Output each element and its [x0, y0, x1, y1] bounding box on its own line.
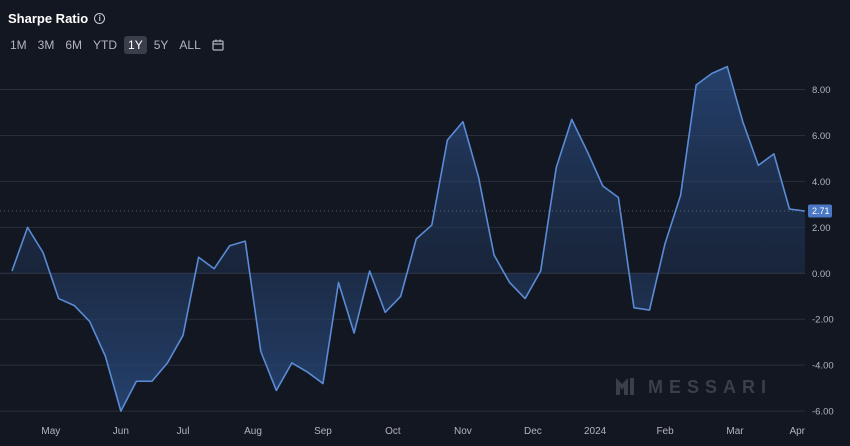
watermark-logo-icon — [616, 378, 634, 395]
y-axis-ticks: -6.00 -4.00 -2.00 0.00 2.00 4.00 6.00 8.00 — [812, 85, 834, 418]
sharpe-ratio-line — [11, 65, 806, 412]
range-button-3m[interactable]: 3M — [37, 38, 55, 52]
y-tick-label: 0.00 — [812, 269, 831, 280]
x-tick-label: Dec — [524, 426, 542, 437]
x-tick-label: Apr — [789, 426, 805, 437]
range-button-ytd[interactable]: YTD — [93, 38, 118, 52]
y-tick-label: -2.00 — [812, 315, 834, 326]
series-line — [11, 65, 806, 412]
x-tick-label: May — [41, 426, 60, 437]
y-tick-label: -6.00 — [812, 407, 834, 418]
x-tick-label: Sep — [314, 426, 332, 437]
range-button-all[interactable]: ALL — [179, 38, 201, 52]
range-button-1y[interactable]: 1Y — [124, 36, 147, 54]
x-tick-label: Mar — [726, 426, 744, 437]
y-tick-label: 6.00 — [812, 131, 831, 142]
info-icon[interactable]: i — [94, 13, 106, 24]
x-tick-label: Jul — [177, 426, 190, 437]
chart-title: Sharpe Ratio — [8, 11, 89, 26]
area-fill-positive — [12, 66, 805, 274]
x-tick-label: Aug — [244, 426, 262, 437]
y-tick-label: 4.00 — [812, 177, 831, 188]
current-value-marker: 2.71 — [0, 204, 832, 218]
area-fill — [12, 66, 805, 412]
x-axis-ticks: May Jun Jul Aug Sep Oct Nov Dec 2024 Feb Mar Apr — [41, 426, 805, 437]
y-tick-label: 8.00 — [812, 85, 831, 96]
x-tick-label: Feb — [656, 426, 674, 437]
messari-watermark: MESSARI — [648, 377, 772, 397]
y-tick-label: -4.00 — [812, 361, 834, 372]
chart-header: Sharpe Ratio i — [8, 11, 106, 26]
range-button-6m[interactable]: 6M — [65, 38, 83, 52]
x-tick-label: Oct — [385, 426, 401, 437]
time-range-selector: 1M 3M 6M YTD 1Y 5Y ALL — [6, 36, 224, 54]
current-value-badge — [808, 204, 832, 218]
range-button-1m[interactable]: 1M — [10, 38, 27, 52]
x-tick-label: Nov — [454, 426, 472, 437]
area-fill-negative — [50, 273, 659, 412]
calendar-icon[interactable] — [212, 39, 224, 51]
y-tick-label: 2.00 — [812, 223, 831, 234]
x-tick-label: Jun — [113, 426, 129, 437]
x-tick-label: 2024 — [584, 426, 607, 437]
current-value-label: 2.71 — [812, 206, 830, 216]
range-button-5y[interactable]: 5Y — [153, 38, 169, 52]
